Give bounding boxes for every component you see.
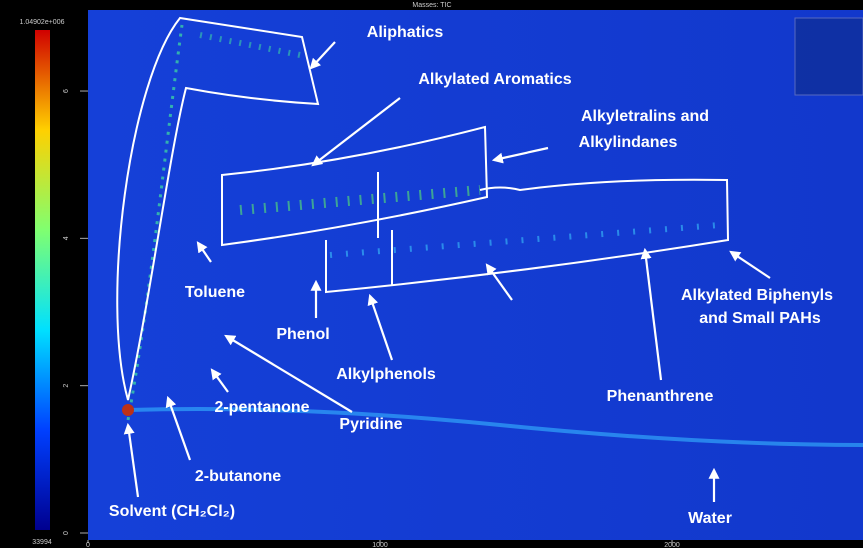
x-tick-label: 1000 — [372, 542, 388, 548]
annotation: Alkyletralins and — [581, 108, 709, 125]
annotation: Phenanthrene — [607, 388, 714, 405]
chart-title: Masses: TIC — [412, 2, 451, 9]
annotation: Toluene — [185, 284, 245, 301]
colorbar-min-label: 33994 — [32, 539, 52, 546]
annotation: Alkylated Aromatics — [418, 71, 571, 88]
y-tick-label: 4 — [63, 236, 70, 240]
region-outlines — [116, 16, 730, 401]
annotation: Aliphatics — [367, 24, 444, 41]
annotation: 2-pentanone — [214, 399, 309, 416]
annotation: Alkylphenols — [336, 366, 436, 383]
annotation: and Small PAHs — [699, 310, 821, 327]
y-tick-label: 2 — [63, 384, 70, 388]
heatmap-texture — [122, 17, 863, 447]
arrows — [123, 41, 771, 502]
y-tick-label: 6 — [63, 89, 70, 93]
annotation: Solvent (CH₂Cl₂) — [109, 503, 235, 520]
annotation: Phenol — [276, 326, 329, 343]
annotation: Alkylindanes — [579, 134, 678, 151]
y-tick-label: 0 — [63, 531, 70, 535]
annotation: Pyridine — [339, 416, 402, 433]
annotation: Water — [688, 510, 732, 527]
colorbar-max-label: 1.04902e+006 — [20, 19, 65, 26]
x-tick-label: 2000 — [664, 542, 680, 548]
annotation: 2-butanone — [195, 468, 281, 485]
annotation: Alkylated Biphenyls — [681, 287, 833, 304]
colorbar — [35, 30, 50, 530]
x-tick-label: 0 — [86, 542, 90, 548]
